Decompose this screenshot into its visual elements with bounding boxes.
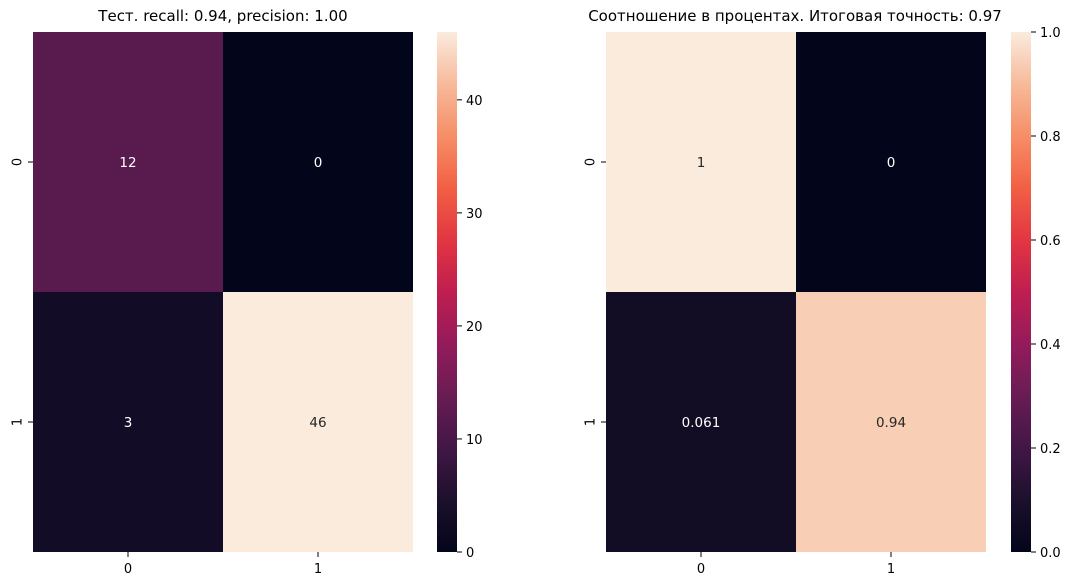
cell-annotation: 0 (887, 155, 896, 171)
heatmap-cell-0-1 (796, 32, 986, 292)
chart-title-left: Тест. recall: 0.94, precision: 1.00 (97, 7, 347, 25)
colorbar-gradient (437, 32, 457, 552)
heatmap-cells-right: 1 0 0.061 0.94 (606, 32, 986, 552)
heatmap-right: Соотношение в процентах. Итоговая точнос… (584, 7, 1061, 577)
cell-annotation: 0.061 (682, 415, 721, 431)
colorbar-tick-label: 0.8 (1040, 130, 1061, 145)
x-tick-label: 1 (314, 562, 322, 577)
heatmap-cell-0-1 (223, 32, 413, 292)
y-tick-label: 1 (584, 418, 599, 426)
heatmap-cell-0-0 (606, 32, 796, 292)
cell-annotation: 1 (697, 155, 706, 171)
y-tick-label: 1 (11, 418, 26, 426)
x-tick-label: 0 (124, 562, 132, 577)
colorbar-tick-label: 0.6 (1040, 234, 1061, 249)
cell-annotation: 0.94 (876, 415, 906, 431)
heatmap-cells-left: 12 0 3 46 (33, 32, 413, 552)
heatmap-left: Тест. recall: 0.94, precision: 1.00 12 03… (11, 7, 483, 577)
colorbar-right: 0.0 0.2 0.4 0.6 0.8 1.0 (1011, 26, 1061, 561)
colorbar-tick-label: 30 (466, 207, 483, 222)
heatmap-cell-0-0 (33, 32, 223, 292)
y-tick-label: 0 (11, 158, 26, 166)
heatmap-cell-1-0 (606, 292, 796, 552)
colorbar-tick-label: 0.2 (1040, 442, 1061, 457)
chart-title-right: Соотношение в процентах. Итоговая точнос… (588, 7, 1002, 25)
axes-left: 0 1 0 1 (11, 158, 323, 577)
x-tick-label: 0 (697, 562, 705, 577)
y-tick-label: 0 (584, 158, 599, 166)
cell-annotation: 0 (314, 155, 323, 171)
colorbar-gradient (1011, 32, 1031, 552)
x-tick-label: 1 (887, 562, 895, 577)
axes-right: 0 1 0 1 (584, 158, 896, 577)
colorbar-tick-label: 0.4 (1040, 338, 1061, 353)
heatmap-cell-1-0 (33, 292, 223, 552)
cell-annotation: 12 (119, 155, 136, 171)
heatmap-cell-1-1 (223, 292, 413, 552)
cell-annotation: 3 (124, 415, 133, 431)
heatmap-cell-1-1 (796, 292, 986, 552)
colorbar-left: 0 10 20 30 40 (437, 32, 483, 561)
colorbar-tick-label: 0 (466, 546, 474, 561)
colorbar-tick-label: 1.0 (1040, 26, 1061, 41)
colorbar-tick-label: 0.0 (1040, 546, 1061, 561)
colorbar-tick-label: 10 (466, 433, 483, 448)
colorbar-tick-label: 40 (466, 94, 483, 109)
cell-annotation: 46 (309, 415, 326, 431)
colorbar-tick-label: 20 (466, 320, 483, 335)
